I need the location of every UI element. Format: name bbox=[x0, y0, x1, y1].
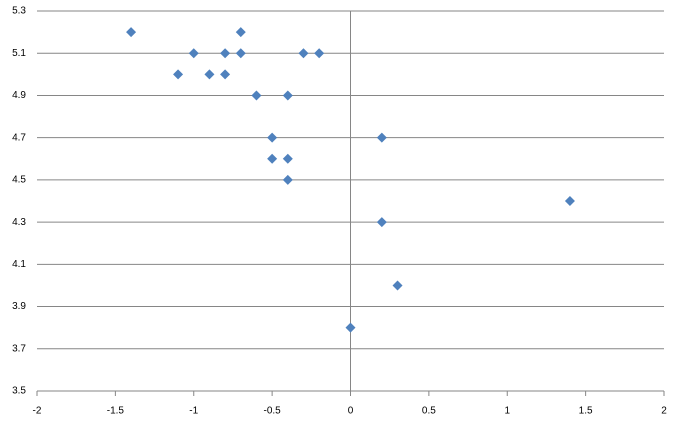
point bbox=[188, 48, 199, 59]
y-tick-label: 5.3 bbox=[12, 6, 26, 17]
point bbox=[235, 27, 246, 38]
point bbox=[298, 48, 309, 59]
point bbox=[376, 132, 387, 143]
x-tick-label: -0.5 bbox=[264, 406, 282, 417]
point bbox=[392, 280, 403, 291]
x-tick-label: 1.5 bbox=[579, 406, 593, 417]
x-tick-label: 2 bbox=[661, 406, 667, 417]
y-tick-label: 4.1 bbox=[12, 259, 26, 270]
y-tick-label: 3.9 bbox=[12, 301, 26, 312]
point bbox=[220, 69, 231, 80]
point bbox=[282, 90, 293, 101]
x-tick-label: -1.5 bbox=[107, 406, 125, 417]
x-tick-label: -2 bbox=[33, 406, 42, 417]
y-tick-label: 3.5 bbox=[12, 386, 26, 397]
point bbox=[235, 48, 246, 59]
point bbox=[251, 90, 262, 101]
y-tick-label: 5.1 bbox=[12, 48, 26, 59]
x-tick-label: -1 bbox=[189, 406, 198, 417]
x-tick-label: 0.5 bbox=[422, 406, 436, 417]
point bbox=[314, 48, 325, 59]
y-tick-label: 4.7 bbox=[12, 132, 26, 143]
point bbox=[126, 27, 137, 38]
point bbox=[267, 132, 278, 143]
point bbox=[345, 322, 356, 333]
x-tick-label: 1 bbox=[504, 406, 510, 417]
y-tick-label: 3.7 bbox=[12, 343, 26, 354]
point bbox=[564, 196, 575, 206]
x-tick-label: 0 bbox=[348, 406, 354, 417]
point bbox=[282, 174, 293, 185]
y-tick-label: 4.5 bbox=[12, 175, 26, 186]
point bbox=[220, 48, 231, 59]
point bbox=[267, 153, 278, 164]
point bbox=[376, 217, 387, 228]
point bbox=[282, 153, 293, 164]
point bbox=[204, 69, 215, 80]
y-tick-label: 4.3 bbox=[12, 217, 26, 228]
point bbox=[173, 69, 184, 80]
y-tick-label: 4.9 bbox=[12, 90, 26, 101]
